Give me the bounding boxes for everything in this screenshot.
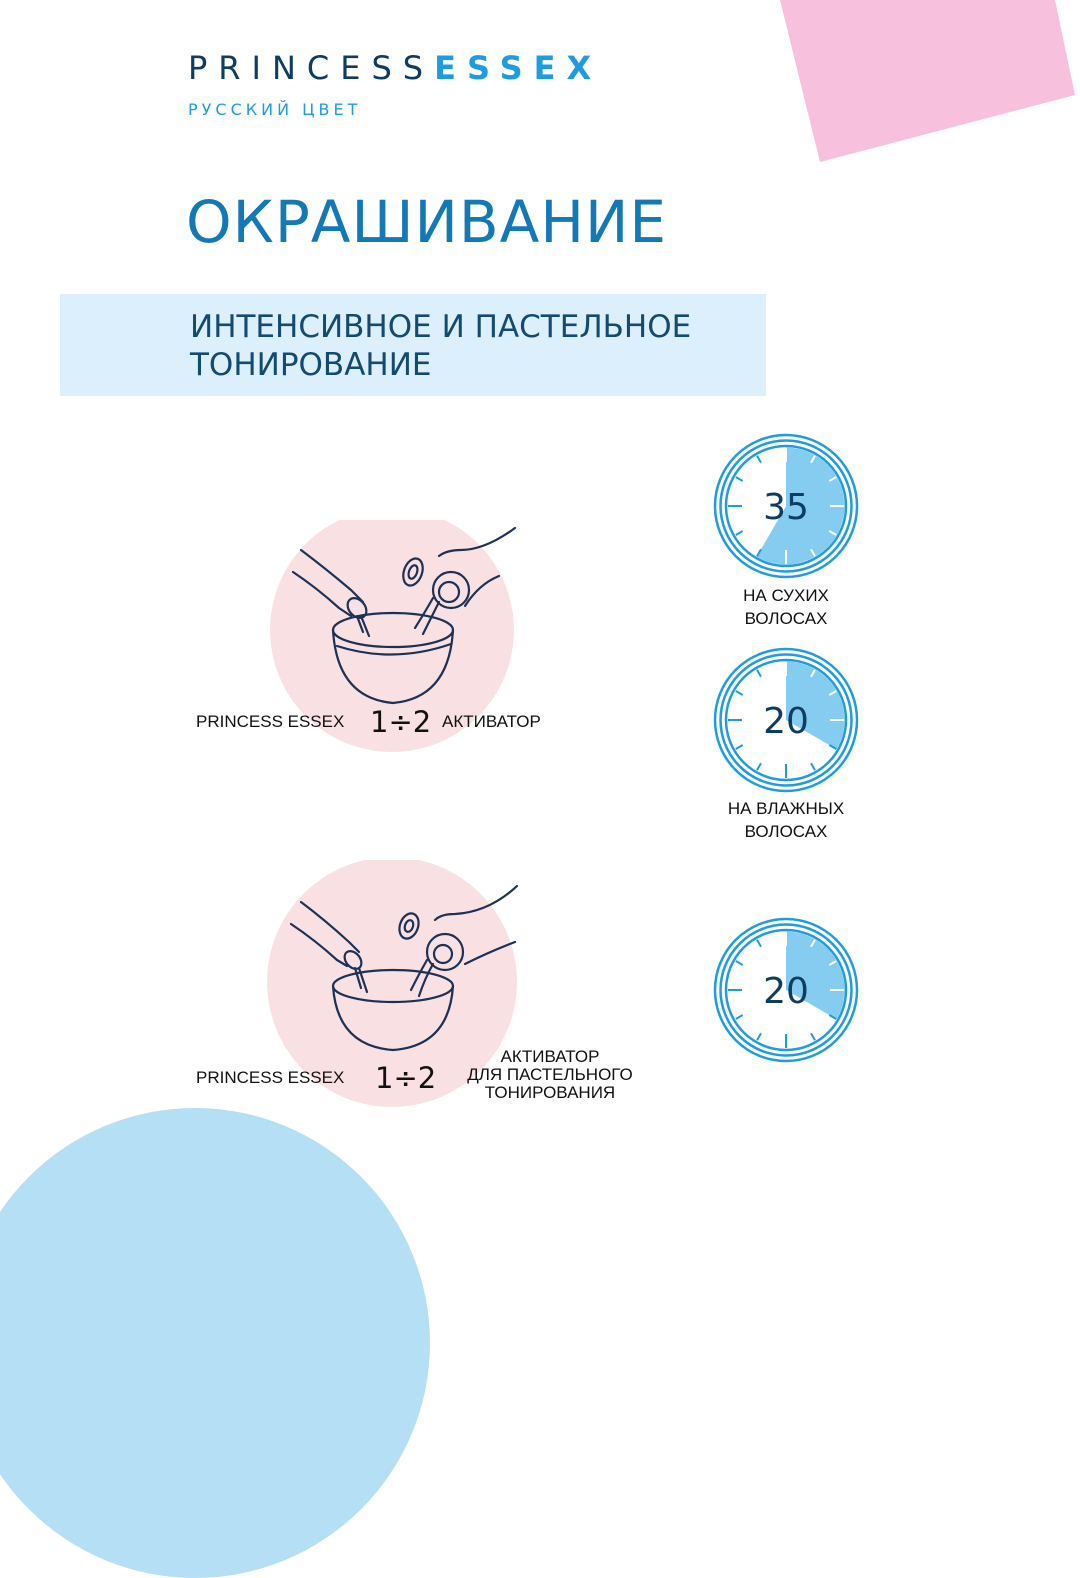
timer-tick [810, 548, 816, 557]
timer-tick [828, 960, 837, 966]
timer-tick [756, 455, 762, 464]
mix-activator-label: АКТИВАТОР [442, 712, 541, 731]
timer-outer-ring [713, 433, 859, 579]
timer-tick [756, 548, 762, 557]
timer-icon: 20 [713, 917, 859, 1063]
mix-product-label: PRINCESS ESSEX [196, 712, 345, 731]
page-title: ОКРАШИВАНИЕ [186, 188, 668, 256]
timer-middle-ring [719, 653, 853, 787]
timer-label: НА ВЛАЖНЫХ ВОЛОСАХ [727, 799, 845, 841]
timer-tick [735, 530, 744, 536]
timer-middle-ring [719, 439, 853, 573]
timer-progress-sector [786, 661, 845, 750]
brand-name-part1: PRINCESS [188, 49, 435, 87]
section-title: ИНТЕНСИВНОЕ И ПАСТЕЛЬНОЕ ТОНИРОВАНИЕ [190, 309, 692, 383]
timer-label: НА СУХИХ ВОЛОСАХ [743, 586, 829, 628]
mix-ratio: 1÷2 [370, 705, 432, 739]
timer-icon: 20 [713, 647, 859, 793]
timer-tick [735, 960, 744, 966]
timer-tick [735, 476, 744, 482]
timer-tick [756, 939, 762, 948]
timer-minutes: 20 [763, 701, 809, 742]
timer-tick [735, 690, 744, 696]
timer-outer-ring [713, 647, 859, 793]
mix-activator-label: АКТИВАТОР ДЛЯ ПАСТЕЛЬНОГО ТОНИРОВАНИЯ [467, 1047, 633, 1102]
timer-minutes: 35 [763, 487, 809, 528]
mix-product-label: PRINCESS ESSEX [196, 1068, 345, 1087]
section-banner: ИНТЕНСИВНОЕ И ПАСТЕЛЬНОЕ ТОНИРОВАНИЕ [60, 294, 766, 396]
timer-tick [735, 744, 744, 750]
timer-icon: 35 [713, 433, 859, 579]
timer-tick [828, 1014, 837, 1020]
mix-ratio: 1÷2 [375, 1061, 437, 1095]
timer-minutes: 20 [763, 971, 809, 1012]
mixing-illustration [270, 520, 517, 752]
brand-logo: PRINCESSESSEX [188, 52, 602, 84]
timer-tick [828, 476, 837, 482]
timer-tick [810, 669, 816, 678]
timer-tick [810, 1032, 816, 1041]
timer-outer-ring [713, 917, 859, 1063]
timer-tick [828, 690, 837, 696]
timer-tick [810, 939, 816, 948]
timer-middle-ring [719, 923, 853, 1057]
mixing-illustration [267, 860, 519, 1107]
timer-tick [828, 530, 837, 536]
timer-tick [756, 762, 762, 771]
timer-tick [756, 1032, 762, 1041]
timer-tick [828, 744, 837, 750]
timer-tick [810, 455, 816, 464]
brand-name-part2: ESSEX [434, 49, 603, 87]
timer-tick [735, 1014, 744, 1020]
corner-pink-decoration [780, 0, 1075, 162]
timer-tick [810, 762, 816, 771]
timer-progress-sector [786, 931, 845, 1020]
illustration-circle [270, 520, 514, 752]
timer-progress-sector [756, 447, 845, 565]
timer-tick [756, 669, 762, 678]
illustration-circle [267, 860, 517, 1107]
brand-tagline: РУССКИЙ ЦВЕТ [188, 100, 362, 119]
corner-blue-decoration [0, 1108, 430, 1578]
